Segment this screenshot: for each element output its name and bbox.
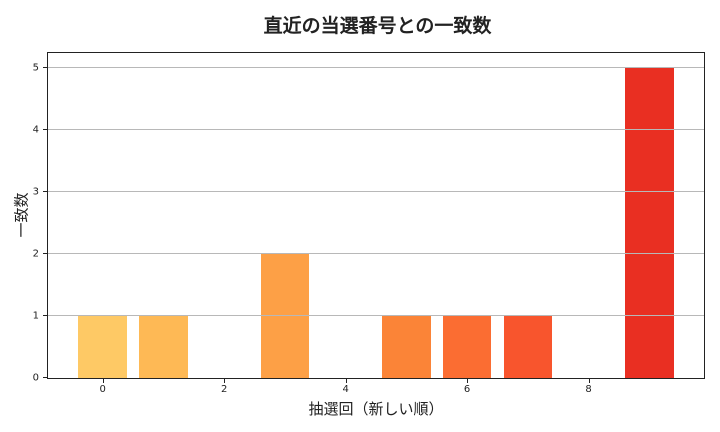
y-tick-label: 2 bbox=[32, 248, 39, 260]
y-tick bbox=[43, 253, 47, 255]
chart-title: 直近の当選番号との一致数 bbox=[263, 15, 492, 37]
x-tick-label: 4 bbox=[342, 384, 349, 395]
plot-area: 0 1 2 3 4 5 0 2 4 6 8 bbox=[33, 52, 705, 395]
bar-1 bbox=[139, 316, 188, 378]
y-tick bbox=[43, 315, 47, 317]
gridline bbox=[48, 191, 704, 193]
x-tick bbox=[102, 379, 104, 383]
x-axis-label: 抽選回（新しい順） bbox=[308, 400, 444, 418]
x-tick-label: 8 bbox=[585, 384, 592, 395]
x-tick-label: 6 bbox=[463, 384, 471, 395]
gridline bbox=[48, 129, 704, 131]
x-tick bbox=[345, 379, 347, 383]
y-tick-label: 5 bbox=[32, 62, 39, 74]
bar-7 bbox=[503, 316, 553, 378]
y-axis-label: 一致数 bbox=[12, 192, 31, 238]
x-tick bbox=[588, 379, 590, 383]
gridline bbox=[48, 253, 704, 255]
x-tick-label: 0 bbox=[99, 384, 106, 395]
y-tick-label: 4 bbox=[32, 124, 39, 136]
y-tick-label: 3 bbox=[32, 186, 39, 198]
y-tick bbox=[43, 377, 47, 378]
y-tick-label: 1 bbox=[32, 310, 39, 322]
gridline bbox=[48, 67, 704, 69]
x-tick bbox=[224, 379, 226, 383]
y-tick bbox=[43, 67, 47, 69]
y-tick bbox=[43, 129, 47, 131]
x-tick-label: 2 bbox=[220, 384, 228, 395]
y-tick-label: 0 bbox=[32, 372, 39, 384]
bar-9 bbox=[625, 68, 674, 378]
bar-6 bbox=[442, 316, 492, 378]
bar-5 bbox=[382, 316, 431, 378]
bar-0 bbox=[78, 316, 127, 378]
y-tick bbox=[43, 191, 47, 193]
x-tick bbox=[467, 379, 469, 383]
gridline bbox=[48, 315, 704, 317]
